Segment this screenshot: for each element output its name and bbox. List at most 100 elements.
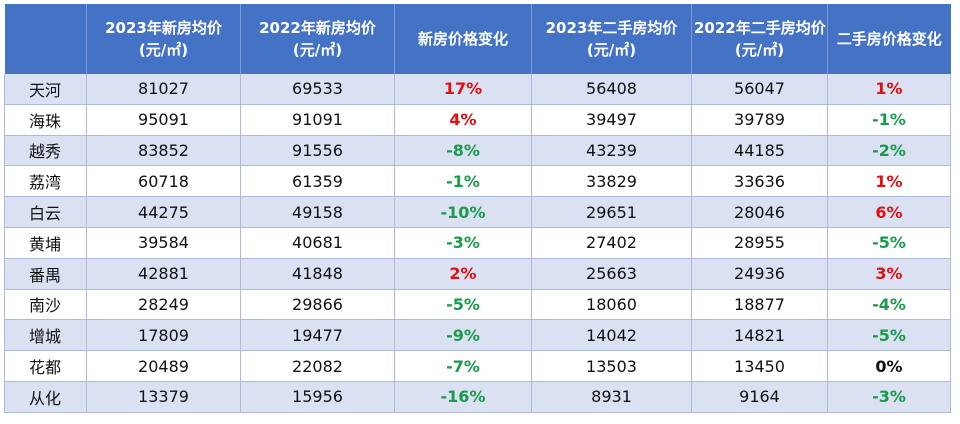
table-row: 天河 81027 69533 17% 56408 56047 1% — [4, 74, 951, 105]
table-header-row: 2023年新房均价 (元/㎡) 2022年新房均价 (元/㎡) 新房价格变化 2… — [4, 4, 951, 74]
cell-district: 增城 — [4, 319, 87, 352]
table-row: 荔湾 60718 61359 -1% 33829 33636 1% — [4, 165, 951, 198]
table-row: 黄埔 39584 40681 -3% 27402 28955 -5% — [4, 227, 951, 259]
cell-new-price-change: -3% — [394, 227, 532, 259]
cell-new-price-change: 4% — [394, 104, 532, 136]
cell-new-price-2022: 61359 — [240, 165, 395, 198]
cell-new-price-change: -7% — [394, 350, 532, 382]
cell-district: 海珠 — [4, 104, 87, 136]
header-new-change: 新房价格变化 — [394, 4, 532, 74]
cell-used-price-2022: 33636 — [691, 165, 828, 198]
cell-district: 越秀 — [4, 135, 87, 167]
cell-used-price-2023: 13503 — [531, 350, 692, 382]
cell-district: 白云 — [4, 196, 87, 228]
table-row: 越秀 83852 91556 -8% 43239 44185 -2% — [4, 135, 951, 167]
cell-new-price-change: -16% — [394, 381, 532, 413]
table-row: 增城 17809 19477 -9% 14042 14821 -5% — [4, 319, 951, 352]
cell-district: 从化 — [4, 381, 87, 413]
cell-used-price-2022: 39789 — [691, 104, 828, 136]
cell-used-price-2023: 14042 — [531, 319, 692, 352]
cell-new-price-2022: 29866 — [240, 289, 395, 321]
cell-used-price-2022: 44185 — [691, 135, 828, 167]
cell-used-price-change: -1% — [827, 104, 951, 136]
cell-used-price-2022: 13450 — [691, 350, 828, 382]
cell-used-price-2023: 18060 — [531, 289, 692, 321]
cell-new-price-change: 2% — [394, 258, 532, 290]
cell-district: 南沙 — [4, 289, 87, 321]
cell-used-price-2023: 39497 — [531, 104, 692, 136]
price-table-container: 2023年新房均价 (元/㎡) 2022年新房均价 (元/㎡) 新房价格变化 2… — [4, 4, 951, 413]
table-row: 南沙 28249 29866 -5% 18060 18877 -4% — [4, 289, 951, 321]
cell-new-price-change: -9% — [394, 319, 532, 352]
cell-new-price-2023: 20489 — [86, 350, 241, 382]
table-row: 花都 20489 22082 -7% 13503 13450 0% — [4, 350, 951, 382]
cell-new-price-change: -1% — [394, 165, 532, 198]
cell-new-price-2023: 13379 — [86, 381, 241, 413]
cell-district: 番禺 — [4, 258, 87, 290]
table-row: 番禺 42881 41848 2% 25663 24936 3% — [4, 258, 951, 290]
cell-used-price-change: -5% — [827, 227, 951, 259]
cell-new-price-2023: 17809 — [86, 319, 241, 352]
cell-new-price-2022: 19477 — [240, 319, 395, 352]
cell-used-price-2022: 18877 — [691, 289, 828, 321]
table-row: 白云 44275 49158 -10% 29651 28046 6% — [4, 196, 951, 228]
cell-used-price-change: -3% — [827, 381, 951, 413]
cell-new-price-2022: 49158 — [240, 196, 395, 228]
cell-new-price-change: -10% — [394, 196, 532, 228]
header-used-2023-unit: (元/㎡) — [586, 41, 637, 59]
cell-used-price-2023: 56408 — [531, 74, 692, 105]
cell-new-price-2023: 28249 — [86, 289, 241, 321]
header-new-2022-line1: 2022年新房均价 — [259, 19, 376, 37]
cell-used-price-change: -2% — [827, 135, 951, 167]
cell-used-price-2023: 8931 — [531, 381, 692, 413]
header-used-change-line1: 二手房价格变化 — [836, 30, 942, 48]
cell-new-price-2023: 60718 — [86, 165, 241, 198]
header-new-2022-unit: (元/㎡) — [292, 41, 343, 59]
header-used-2023-line1: 2023年二手房均价 — [545, 19, 678, 37]
cell-new-price-2022: 41848 — [240, 258, 395, 290]
header-new-2023-line1: 2023年新房均价 — [105, 19, 222, 37]
cell-used-price-2023: 25663 — [531, 258, 692, 290]
header-new-2023-unit: (元/㎡) — [138, 41, 189, 59]
cell-new-price-change: -5% — [394, 289, 532, 321]
cell-used-price-change: 6% — [827, 196, 951, 228]
cell-used-price-2023: 33829 — [531, 165, 692, 198]
cell-used-price-change: 0% — [827, 350, 951, 382]
header-used-2022-line1: 2022年二手房均价 — [694, 19, 826, 37]
cell-used-price-change: 1% — [827, 165, 951, 198]
cell-new-price-2023: 95091 — [86, 104, 241, 136]
cell-used-price-change: 1% — [827, 74, 951, 105]
cell-district: 黄埔 — [4, 227, 87, 259]
cell-district: 荔湾 — [4, 165, 87, 198]
cell-used-price-2022: 28046 — [691, 196, 828, 228]
cell-new-price-2022: 22082 — [240, 350, 395, 382]
table-row: 海珠 95091 91091 4% 39497 39789 -1% — [4, 104, 951, 136]
cell-used-price-2022: 24936 — [691, 258, 828, 290]
header-used-2022-unit: (元/㎡) — [734, 41, 785, 59]
cell-new-price-2022: 69533 — [240, 74, 395, 105]
table-body: 天河 81027 69533 17% 56408 56047 1% 海珠 95091 91091 4… — [4, 74, 951, 413]
cell-used-price-2023: 29651 — [531, 196, 692, 228]
housing-price-table: 2023年新房均价 (元/㎡) 2022年新房均价 (元/㎡) 新房价格变化 2… — [4, 4, 951, 413]
cell-used-price-change: 3% — [827, 258, 951, 290]
header-used-change: 二手房价格变化 — [827, 4, 951, 74]
cell-new-price-2023: 81027 — [86, 74, 241, 105]
cell-new-price-2023: 44275 — [86, 196, 241, 228]
cell-used-price-2022: 56047 — [691, 74, 828, 105]
cell-new-price-2023: 83852 — [86, 135, 241, 167]
cell-used-price-2022: 9164 — [691, 381, 828, 413]
cell-new-price-2022: 15956 — [240, 381, 395, 413]
cell-district: 花都 — [4, 350, 87, 382]
cell-new-price-change: 17% — [394, 74, 532, 105]
header-used-2023: 2023年二手房均价 (元/㎡) — [531, 4, 692, 74]
cell-new-price-2022: 40681 — [240, 227, 395, 259]
cell-new-price-2023: 42881 — [86, 258, 241, 290]
header-new-2022: 2022年新房均价 (元/㎡) — [240, 4, 395, 74]
cell-used-price-change: -5% — [827, 319, 951, 352]
header-new-2023: 2023年新房均价 (元/㎡) — [86, 4, 241, 74]
cell-used-price-2022: 14821 — [691, 319, 828, 352]
header-district — [4, 4, 87, 74]
cell-used-price-2022: 28955 — [691, 227, 828, 259]
cell-district: 天河 — [4, 74, 87, 105]
header-new-change-line1: 新房价格变化 — [417, 30, 508, 48]
